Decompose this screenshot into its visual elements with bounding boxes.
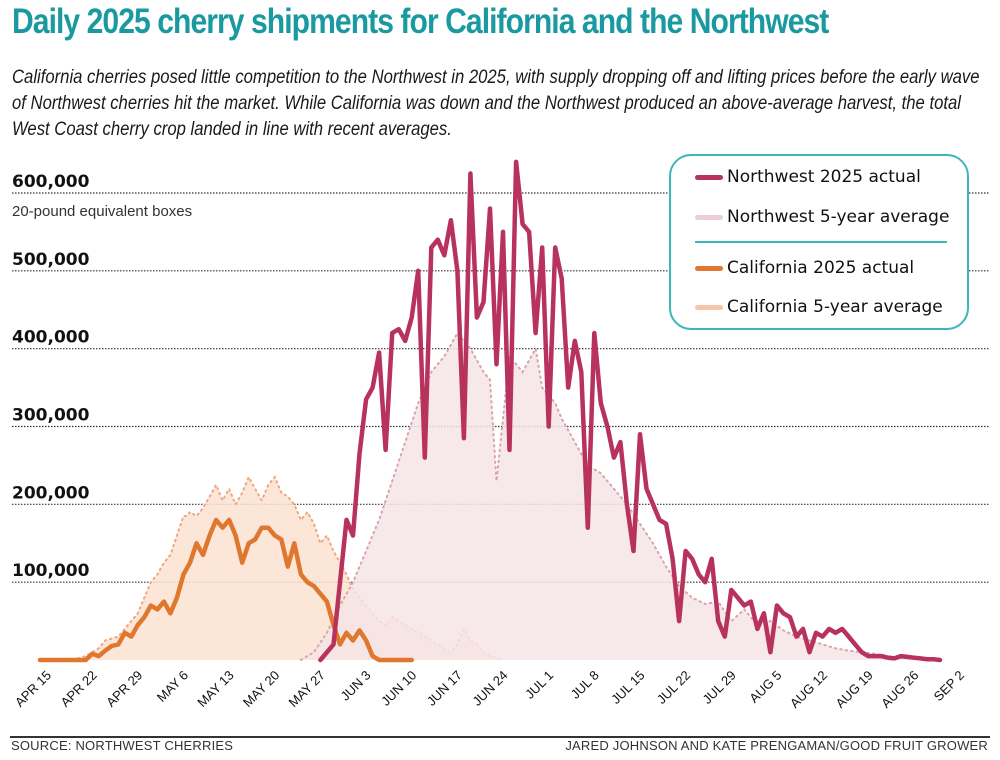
nw-5yr-average-line [299, 331, 941, 661]
x-tick-label: MAY 6 [154, 668, 191, 705]
x-tick-label: JUL 1 [522, 668, 556, 702]
y-tick-label: 200,000 [12, 483, 90, 503]
ca-2025-actual-line [37, 517, 414, 663]
y-axis-label: 20-pound equivalent boxes [12, 203, 192, 220]
legend-item-nw-average: Northwest 5-year average [695, 206, 949, 228]
x-tick-label: JUL 15 [608, 668, 647, 707]
legend-label: California 5-year average [727, 297, 943, 317]
x-tick-label: AUG 26 [878, 668, 921, 711]
y-tick-label: 100,000 [12, 561, 90, 581]
x-tick-label: JUN 3 [338, 668, 374, 704]
chart-title: Daily 2025 cherry shipments for Californ… [12, 2, 829, 41]
x-tick-label: JUN 17 [424, 668, 465, 709]
y-tick-label: 300,000 [12, 406, 90, 426]
legend-divider [695, 241, 947, 243]
x-tick-label: MAY 20 [240, 668, 282, 710]
nw-5yr-average-area [300, 333, 940, 660]
x-tick-label: MAY 13 [194, 668, 236, 710]
legend: Northwest 2025 actual Northwest 5-year a… [669, 154, 969, 330]
chart-canvas: 100,000 200,000 300,000 400,000 500,000 600,0… [12, 159, 990, 711]
x-axis-ticks: APR 15 APR 22 APR 29 MAY 6 MAY 13 MAY 20 MAY 2… [12, 668, 967, 711]
nw-2025-actual-line [318, 159, 943, 663]
legend-swatch-nw-average [695, 214, 723, 220]
x-tick-label: AUG 19 [833, 668, 876, 711]
footer-divider [10, 736, 990, 738]
x-tick-label: APR 15 [12, 668, 54, 710]
x-tick-label: JUL 8 [568, 668, 602, 702]
x-tick-label: JUN 10 [378, 668, 419, 709]
y-tick-label: 500,000 [12, 250, 90, 270]
x-tick-label: AUG 5 [746, 668, 784, 706]
legend-item-nw-actual: Northwest 2025 actual [695, 166, 921, 188]
legend-label: Northwest 2025 actual [727, 167, 921, 187]
line-series [37, 159, 943, 663]
chart-subtitle: California cherries posed little competi… [12, 66, 980, 140]
legend-swatch-nw-actual [695, 174, 723, 180]
legend-swatch-ca-actual [695, 265, 723, 271]
x-tick-label: APR 22 [57, 668, 99, 710]
x-tick-label: SEP 2 [931, 668, 968, 705]
x-tick-label: APR 29 [103, 668, 145, 710]
y-tick-label: 400,000 [12, 328, 90, 348]
legend-item-ca-actual: California 2025 actual [695, 257, 914, 279]
legend-label: California 2025 actual [727, 258, 915, 278]
x-tick-label: JUL 29 [699, 668, 738, 707]
legend-swatch-ca-average [695, 304, 723, 310]
source-note: SOURCE: NORTHWEST CHERRIES [11, 738, 234, 753]
legend-label: Northwest 5-year average [727, 207, 950, 227]
y-tick-label: 600,000 [12, 172, 90, 192]
credit-note: JARED JOHNSON AND KATE PRENGAMAN/GOOD FR… [565, 738, 988, 753]
y-axis-ticks: 100,000 200,000 300,000 400,000 500,000 600,0… [12, 172, 90, 581]
legend-item-ca-average: California 5-year average [695, 296, 943, 318]
x-tick-label: AUG 12 [787, 668, 830, 711]
x-tick-label: JUN 24 [469, 668, 510, 709]
x-tick-label: MAY 27 [286, 668, 328, 710]
x-tick-label: JUL 22 [654, 668, 693, 707]
